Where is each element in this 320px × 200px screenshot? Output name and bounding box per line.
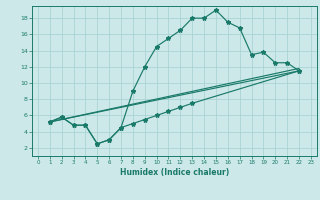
X-axis label: Humidex (Indice chaleur): Humidex (Indice chaleur) xyxy=(120,168,229,177)
